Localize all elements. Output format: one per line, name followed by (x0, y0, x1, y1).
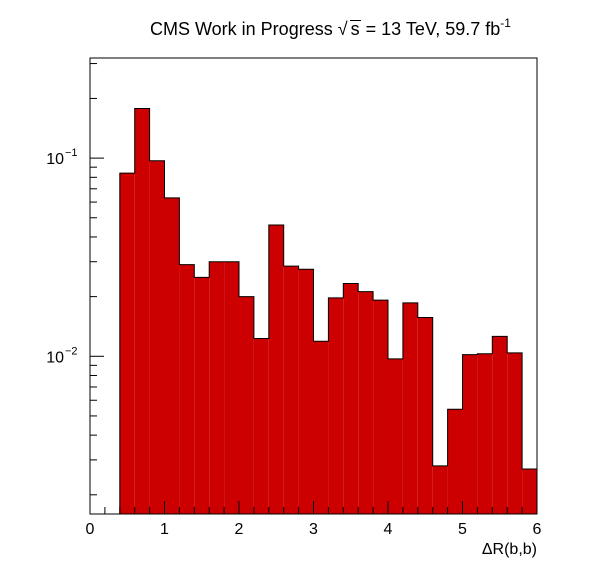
y-tick-label: 10 (46, 349, 64, 366)
histogram-bar (283, 266, 299, 514)
histogram-bar (119, 173, 135, 515)
histogram-bar (194, 277, 210, 514)
histogram-bar (209, 261, 225, 514)
y-tick-exponent: −2 (65, 345, 78, 357)
histogram-bar (477, 353, 493, 514)
x-tick-label: 2 (235, 521, 244, 538)
histogram-bar (432, 465, 448, 514)
histogram-bar (239, 296, 254, 514)
histogram-bar (224, 261, 239, 514)
y-tick-label: 10 (46, 151, 64, 168)
title-energy-lumi: = 13 TeV, 59.7 fb (360, 19, 501, 39)
histogram-bar (522, 468, 537, 514)
histogram-bar (164, 197, 180, 514)
histogram-bar (298, 269, 314, 514)
x-tick-label: 3 (309, 521, 318, 538)
y-tick-exponent: −1 (65, 147, 78, 159)
histogram-bar (328, 297, 344, 514)
histogram-bar (373, 300, 388, 514)
histogram-bar (417, 317, 433, 514)
histogram-bar (253, 338, 269, 514)
x-axis-label: ΔR(b,b) (482, 541, 537, 558)
sqrt-symbol: √ (337, 19, 348, 39)
histogram-bar (179, 264, 195, 514)
histogram-bar (507, 352, 523, 514)
histogram-outline (119, 107, 538, 514)
histogram-bar (313, 341, 329, 514)
title-label: CMS Work in Progress (150, 19, 333, 39)
histogram-bar (343, 283, 359, 514)
histogram-bar (358, 291, 374, 514)
histogram-bar (149, 160, 165, 514)
x-tick-label: 4 (384, 521, 393, 538)
histogram-bar (462, 354, 478, 514)
x-tick-label: 1 (160, 521, 169, 538)
x-tick-label: 6 (533, 521, 542, 538)
sqrt-argument: s (349, 19, 361, 39)
histogram-bar (492, 336, 508, 514)
x-tick-label: 5 (458, 521, 467, 538)
title-lumi-exponent: -1 (500, 16, 511, 30)
histogram-bar (447, 409, 463, 514)
x-tick-label: 0 (86, 521, 95, 538)
histogram-bar (388, 358, 403, 514)
histogram-bar (134, 108, 150, 514)
histogram-bar (402, 302, 418, 514)
histogram-bar (268, 224, 284, 514)
chart-title: CMS Work in Progress √ s = 13 TeV, 59.7 f… (150, 16, 511, 40)
